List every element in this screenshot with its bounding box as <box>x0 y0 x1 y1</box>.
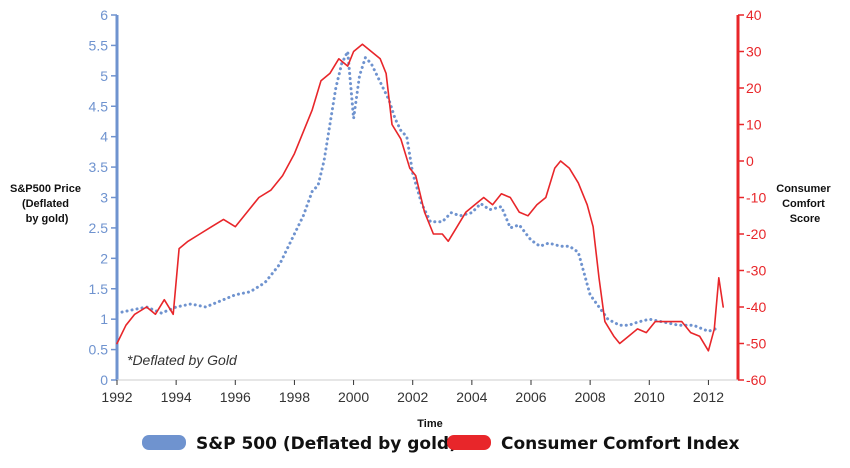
left-tick-label: 1 <box>100 311 108 327</box>
left-tick-label: 2 <box>100 250 108 266</box>
x-tick-label: 1998 <box>279 389 310 405</box>
right-tick-label: -10 <box>746 190 766 206</box>
right-tick-label: 30 <box>746 44 762 60</box>
right-tick-label: 10 <box>746 117 762 133</box>
right-tick-label: 0 <box>746 153 754 169</box>
left-axis-ticks: 0 0.5 1 1.5 2 2.5 3 3.5 4 4.5 5 5.5 6 <box>89 7 117 388</box>
left-tick-label: 0 <box>100 372 108 388</box>
deflated-note: *Deflated by Gold <box>127 352 238 368</box>
x-tick-label: 1994 <box>161 389 192 405</box>
x-tick-label: 2002 <box>397 389 428 405</box>
x-tick-label: 2010 <box>634 389 665 405</box>
legend: S&P 500 (Deflated by gold) Consumer Comf… <box>142 434 740 454</box>
left-tick-label: 4.5 <box>89 98 109 114</box>
legend-swatch-sp500 <box>142 435 186 450</box>
right-tick-label: -20 <box>746 226 766 242</box>
right-tick-label: -60 <box>746 372 766 388</box>
legend-label-cci: Consumer Comfort Index <box>501 434 740 454</box>
x-tick-label: 2008 <box>575 389 606 405</box>
right-tick-label: 20 <box>746 80 762 96</box>
right-axis-ticks: 40 30 20 10 0 -10 -20 -30 -40 -50 -60 <box>738 7 766 388</box>
series-layer <box>115 43 725 352</box>
x-tick-label: 1996 <box>220 389 251 405</box>
left-axis-title: S&P500 Price (Deflated by gold) <box>10 183 84 225</box>
right-tick-label: -30 <box>746 263 766 279</box>
right-axis-title: Consumer Comfort Score <box>776 183 833 225</box>
x-tick-label: 1992 <box>101 389 132 405</box>
consumer-comfort-series-line <box>116 43 725 352</box>
left-tick-label: 3 <box>100 190 108 206</box>
left-tick-label: 4 <box>100 129 108 145</box>
x-tick-label: 2000 <box>338 389 369 405</box>
left-tick-label: 2.5 <box>89 220 109 236</box>
x-tick-label: 2004 <box>456 389 487 405</box>
left-tick-label: 6 <box>100 7 108 23</box>
sp500-series-line <box>115 50 719 333</box>
left-tick-label: 5.5 <box>89 37 109 53</box>
x-axis-ticks: 1992 1994 1996 1998 2000 2002 2004 2006 2008 2010… <box>101 380 724 405</box>
right-tick-label: 40 <box>746 7 762 23</box>
right-tick-label: -40 <box>746 299 766 315</box>
legend-label-sp500: S&P 500 (Deflated by gold) <box>196 434 457 454</box>
left-tick-label: 1.5 <box>89 281 109 297</box>
left-tick-label: 5 <box>100 68 108 84</box>
legend-swatch-cci <box>447 435 491 450</box>
x-tick-label: 2012 <box>693 389 724 405</box>
left-tick-label: 3.5 <box>89 159 109 175</box>
x-axis-title: Time <box>417 418 442 430</box>
right-tick-label: -50 <box>746 336 766 352</box>
left-tick-label: 0.5 <box>89 342 109 358</box>
x-tick-label: 2006 <box>515 389 546 405</box>
